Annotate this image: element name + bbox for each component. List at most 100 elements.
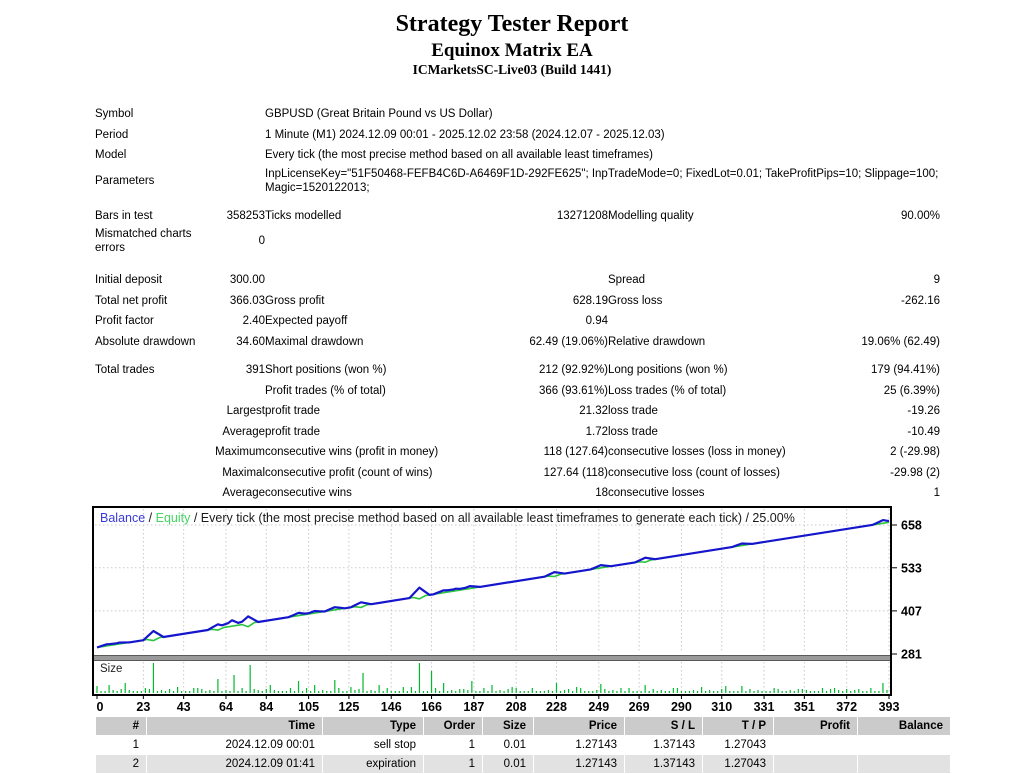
trade-cell [774,736,857,754]
summary-value: 2 (-29.98) [890,446,940,459]
summary-label: Long positions (won %) [608,364,728,377]
summary-label: Total trades [95,364,155,377]
summary-label: Profit trades (% of total) [265,384,386,397]
trade-cell: 2024.12.09 01:41 [147,755,322,773]
summary-label [95,431,197,433]
summary-value: -10.49 [907,425,940,438]
summary-label: consecutive wins (profit in money) [265,446,439,459]
svg-text:125: 125 [338,700,359,714]
summary-value [468,279,608,281]
svg-text:351: 351 [794,700,815,714]
balance-chart: 658 533 407 281 0 23 43 64 84 105 125 146 166 187 208 2… [90,505,1024,715]
summary-label: loss trade [608,405,658,418]
svg-text:146: 146 [381,700,402,714]
summary-row: Profit factor 2.40 Expected payoff 0.94 [95,311,940,332]
summary-row: Profit trades (% of total) 366 (93.61%) Lo… [95,381,940,402]
summary-row: Largest profit trade 21.32 loss trade -19.26 [95,401,940,422]
trade-cell: 1 [424,755,482,773]
chart-legend: Balance / Equity / Every tick (the most … [100,511,795,525]
summary-label: Modelling quality [608,209,694,222]
svg-text:533: 533 [901,561,922,575]
summary-label: Period [95,128,129,141]
trade-cell: expiration [323,755,423,773]
trades-col-header: Time [147,717,322,735]
trade-cell [858,736,950,754]
y-axis-labels: 658 533 407 281 [901,519,922,662]
trade-cell: 1.37143 [625,736,702,754]
trade-cell: 2024.12.09 00:01 [147,736,322,754]
svg-text:105: 105 [298,700,319,714]
trade-cell: 1.27143 [534,755,624,773]
summary-value: 358253 [226,209,265,222]
summary-value: 1.72 [585,425,608,438]
summary-label [265,279,468,281]
balance-line [96,519,890,649]
trades-col-header: Balance [858,717,950,735]
svg-text:290: 290 [671,700,692,714]
trades-col-header: S / L [625,717,702,735]
summary-value: Every tick (the most precise method base… [265,149,653,162]
summary-row: Model Every tick (the most precise method… [95,145,940,166]
trade-cell: 1 [424,736,482,754]
summary-label: consecutive losses [608,487,705,500]
summary-value: 391 [245,364,265,377]
equity-line [96,521,890,649]
summary-value: 2.40 [242,315,265,328]
summary-label [608,240,798,242]
summary-label: Gross loss [608,294,663,307]
summary-value: 25 (6.39%) [883,384,940,397]
summary-value: 0.94 [585,315,608,328]
summary-row: Maximal consecutive profit (count of wins… [95,463,940,484]
summary-label: profit trade [265,425,320,438]
summary-label: consecutive profit (count of wins) [265,466,433,479]
summary-value [798,320,940,322]
summary-label: Spread [608,274,646,287]
summary-value: 212 (92.92%) [538,364,608,377]
trades-col-header: # [96,717,146,735]
summary-row: Maximum consecutive wins (profit in money… [95,442,940,463]
svg-text:228: 228 [546,700,567,714]
report-header: Strategy Tester Report Equinox Matrix EA… [0,10,1024,78]
summary-value: 127.64 (118) [543,466,608,479]
svg-text:331: 331 [754,700,775,714]
svg-text:269: 269 [629,700,650,714]
svg-text:208: 208 [506,700,527,714]
size-bars [96,663,888,693]
trade-cell: 1.27043 [703,736,773,754]
legend-model-text: / Every tick (the most precise method ba… [190,511,795,525]
trades-col-header: Price [534,717,624,735]
summary-row: Initial deposit 300.00 Spread 9 [95,270,940,291]
trades-col-header: Profit [774,717,857,735]
summary-table: Symbol GBPUSD (Great Britain Pound vs US … [95,104,940,504]
summary-label [95,472,197,474]
svg-text:84: 84 [259,700,273,714]
svg-text:0: 0 [97,700,104,714]
trade-cell [858,755,950,773]
summary-value: 628.19 [572,294,608,307]
summary-label: consecutive wins [265,487,352,500]
summary-label: Relative drawdown [608,335,706,348]
summary-value: Maximum [215,446,265,459]
server-build: ICMarketsSC-Live03 (Build 1441) [412,62,612,77]
summary-label: Bars in test [95,209,153,222]
summary-value: Maximal [222,466,265,479]
svg-text:407: 407 [901,604,922,618]
svg-text:393: 393 [879,700,900,714]
trade-cell: sell stop [323,736,423,754]
svg-text:64: 64 [219,700,233,714]
trade-cell [774,755,857,773]
trades-col-header: Type [323,717,423,735]
summary-label: Ticks modelled [265,209,342,222]
summary-row: Bars in test 358253 Ticks modelled 13271208… [95,206,940,227]
svg-text:310: 310 [711,700,732,714]
summary-row: Period 1 Minute (M1) 2024.12.09 00:01 - 2… [95,125,940,146]
summary-row: Average consecutive wins 18 consecutive los… [95,483,940,504]
trade-cell: 1 [96,736,146,754]
trades-col-header: Size [483,717,533,735]
summary-value [197,390,265,392]
summary-value: Largest [226,405,265,418]
summary-label: profit trade [265,405,320,418]
